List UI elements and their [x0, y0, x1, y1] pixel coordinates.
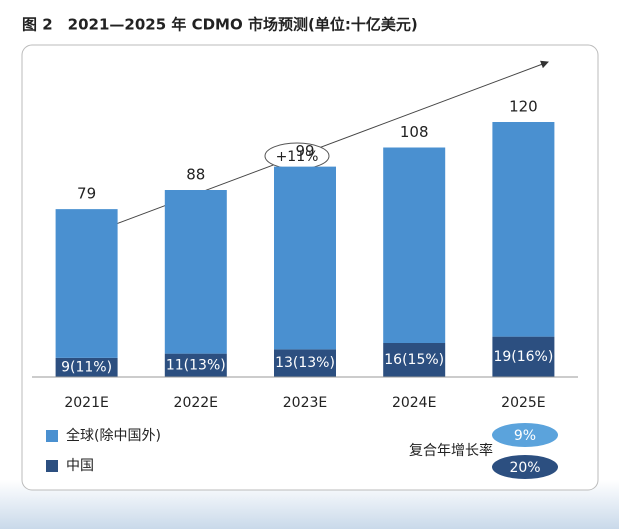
bar-segment: [492, 122, 555, 337]
value-label: 13(13%): [275, 355, 335, 371]
bar-segment: [383, 343, 446, 377]
legend-swatch: [46, 460, 58, 472]
total-label: 88: [186, 166, 205, 184]
x-tick-label: 2023E: [283, 395, 327, 411]
cagr-value: 9%: [514, 428, 536, 444]
bar-segment: [164, 353, 227, 377]
bar-segment: [55, 209, 118, 358]
annotation: +11%: [276, 149, 319, 165]
total-label: 79: [77, 185, 96, 203]
x-tick-label: 2025E: [501, 395, 545, 411]
value-label: 19(16%): [493, 349, 553, 365]
chart-title: 图 2 2021—2025 年 CDMO 市场预测(单位:十亿美元): [22, 16, 418, 34]
legend-swatch: [46, 430, 58, 442]
cagr-value: 20%: [509, 460, 540, 476]
cagr-label: 复合年增长率: [409, 442, 493, 459]
bar-segment: [274, 166, 336, 350]
total-label: 120: [509, 98, 538, 116]
value-label: 16(15%): [384, 352, 444, 368]
value-label: 9(11%): [61, 359, 112, 375]
bar-segment: [164, 190, 227, 354]
x-tick-label: 2021E: [64, 395, 108, 411]
x-tick-label: 2022E: [174, 395, 218, 411]
legend-label: 中国: [66, 458, 94, 474]
x-tick-label: 2024E: [392, 395, 436, 411]
bar-segment: [55, 357, 118, 377]
total-label: 99: [295, 142, 314, 160]
bar-segment: [383, 147, 446, 343]
total-label: 108: [400, 123, 429, 141]
value-label: 11(13%): [166, 357, 226, 373]
cagr-badge: [492, 423, 558, 447]
bar-segment: [492, 336, 555, 377]
cagr-badge: [492, 455, 558, 479]
bar-segment: [274, 349, 336, 377]
legend-label: 全球(除中国外): [66, 427, 161, 444]
